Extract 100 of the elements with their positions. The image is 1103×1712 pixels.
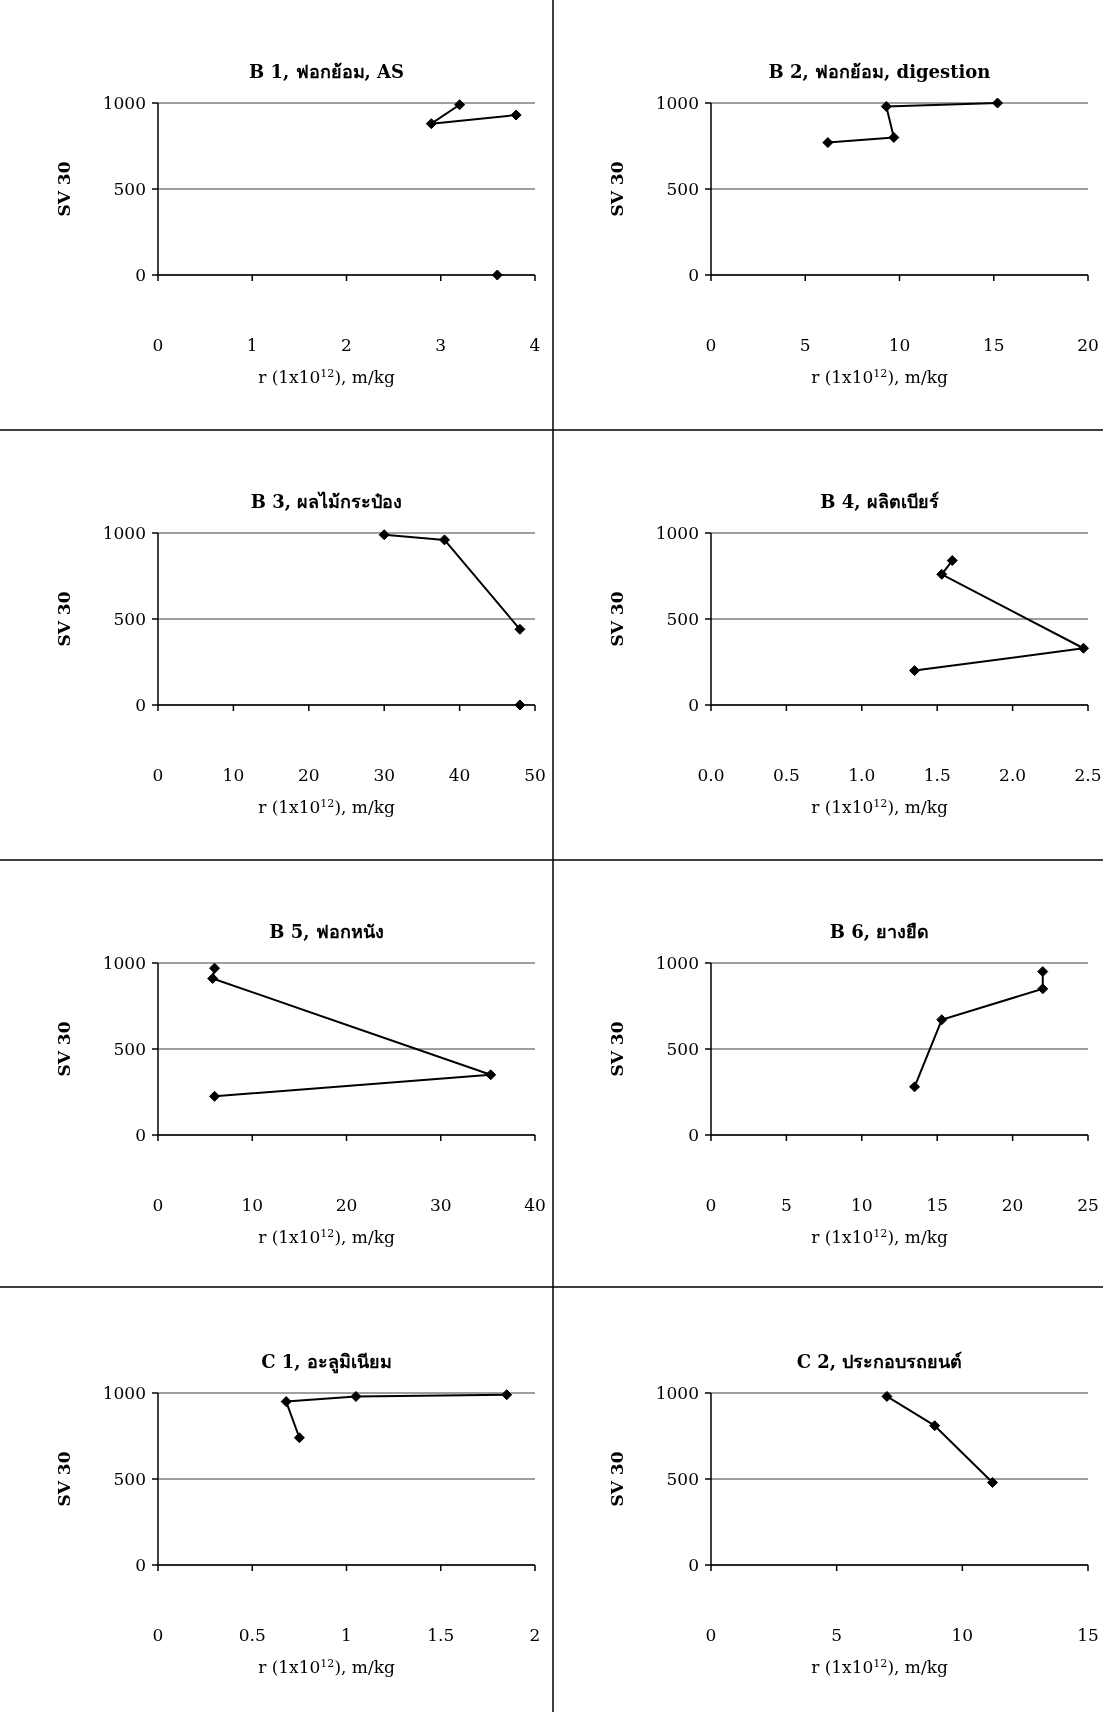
y-tick-label: 0 bbox=[688, 1125, 699, 1145]
point bbox=[439, 534, 451, 546]
y-tick-label: 0 bbox=[688, 1555, 699, 1575]
point bbox=[881, 1390, 893, 1402]
x-axis-title: r (1x10$^{12}$), m/kg bbox=[258, 366, 395, 387]
x-tick-label: 2.0 bbox=[999, 765, 1027, 785]
chart-title: C 1, อะลูมิเนียม bbox=[261, 1351, 392, 1374]
x-tick-label: 0 bbox=[152, 1195, 164, 1215]
x-tick-label: 0 bbox=[705, 1625, 717, 1645]
x-tick-label: 5 bbox=[831, 1625, 843, 1645]
y-tick-label: 500 bbox=[113, 609, 146, 629]
x-tick-label: 30 bbox=[373, 765, 396, 785]
point bbox=[209, 962, 221, 974]
chart-title: B 4, ผลิตเบียร์ bbox=[820, 491, 939, 512]
y-tick-label: 0 bbox=[688, 695, 699, 715]
y-tick-label: 500 bbox=[666, 1039, 699, 1059]
x-axis-title: r (1x10$^{12}$), m/kg bbox=[258, 1656, 395, 1677]
chart-title: B 3, ผลไม้กระป๋อง bbox=[250, 491, 403, 512]
x-tick-label: 10 bbox=[951, 1625, 974, 1645]
point bbox=[501, 1389, 513, 1401]
point bbox=[510, 109, 522, 121]
x-tick-label: 0 bbox=[705, 335, 717, 355]
point bbox=[986, 1476, 998, 1488]
point bbox=[880, 100, 892, 112]
point bbox=[822, 137, 834, 149]
x-axis-title: r (1x10$^{12}$), m/kg bbox=[258, 796, 395, 817]
y-axis-title: SV 30 bbox=[607, 591, 627, 647]
x-axis-title: r (1x10$^{12}$), m/kg bbox=[811, 1226, 948, 1247]
point bbox=[350, 1390, 362, 1402]
y-tick-label: 0 bbox=[688, 265, 699, 285]
x-axis-title: r (1x10$^{12}$), m/kg bbox=[811, 366, 948, 387]
x-tick-label: 3 bbox=[435, 335, 447, 355]
point bbox=[992, 97, 1004, 109]
y-axis-title: SV 30 bbox=[607, 1451, 627, 1507]
y-tick-label: 500 bbox=[113, 179, 146, 199]
x-tick-label: 50 bbox=[524, 765, 546, 785]
y-tick-label: 1000 bbox=[102, 93, 146, 113]
x-tick-label: 1 bbox=[341, 1625, 352, 1645]
y-axis-title: SV 30 bbox=[607, 1021, 627, 1077]
x-tick-label: 40 bbox=[524, 1195, 546, 1215]
x-tick-label: 4 bbox=[529, 335, 541, 355]
point bbox=[909, 1081, 921, 1093]
chart-title: C 2, ประกอบรถยนต์ bbox=[796, 1351, 963, 1372]
x-tick-label: 0 bbox=[152, 765, 164, 785]
x-tick-label: 0.0 bbox=[697, 765, 725, 785]
y-axis-title: SV 30 bbox=[54, 161, 74, 217]
y-axis-title: SV 30 bbox=[54, 591, 74, 647]
point bbox=[209, 1090, 221, 1102]
point bbox=[485, 1069, 497, 1081]
x-axis-title: r (1x10$^{12}$), m/kg bbox=[811, 796, 948, 817]
x-tick-label: 15 bbox=[926, 1195, 949, 1215]
y-tick-label: 0 bbox=[135, 1555, 146, 1575]
point bbox=[888, 131, 900, 143]
x-tick-label: 2 bbox=[341, 335, 352, 355]
chart-title: B 1, ฟอกย้อม, AS bbox=[248, 61, 405, 82]
point bbox=[1037, 983, 1049, 995]
x-axis-title: r (1x10$^{12}$), m/kg bbox=[258, 1226, 395, 1247]
y-axis-title: SV 30 bbox=[607, 161, 627, 217]
x-tick-label: 10 bbox=[888, 335, 911, 355]
x-tick-label: 1 bbox=[246, 335, 258, 355]
x-tick-label: 5 bbox=[799, 335, 811, 355]
point bbox=[936, 568, 948, 580]
y-tick-label: 500 bbox=[666, 179, 699, 199]
point bbox=[293, 1432, 305, 1444]
x-tick-label: 15 bbox=[1077, 1625, 1099, 1645]
point bbox=[936, 1014, 948, 1026]
point bbox=[1037, 966, 1049, 978]
x-tick-label: 0 bbox=[152, 335, 164, 355]
x-tick-label: 10 bbox=[850, 1195, 873, 1215]
point bbox=[946, 555, 958, 567]
x-tick-label: 0.5 bbox=[238, 1625, 266, 1645]
y-tick-label: 1000 bbox=[102, 1383, 146, 1403]
x-tick-label: 1.5 bbox=[923, 765, 951, 785]
point bbox=[909, 665, 921, 677]
point bbox=[514, 699, 526, 711]
point bbox=[491, 269, 503, 281]
x-tick-label: 20 bbox=[1077, 335, 1099, 355]
point bbox=[514, 623, 526, 635]
chart-title: B 6, ยางยืด bbox=[829, 921, 930, 942]
y-tick-label: 500 bbox=[113, 1039, 146, 1059]
point bbox=[929, 1420, 941, 1432]
point bbox=[1077, 642, 1089, 654]
point bbox=[207, 972, 219, 984]
x-tick-label: 10 bbox=[241, 1195, 264, 1215]
x-tick-label: 2.5 bbox=[1074, 765, 1102, 785]
x-tick-label: 20 bbox=[1001, 1195, 1024, 1215]
y-axis-title: SV 30 bbox=[54, 1021, 74, 1077]
x-tick-label: 1.0 bbox=[848, 765, 876, 785]
y-tick-label: 1000 bbox=[102, 953, 146, 973]
y-tick-label: 1000 bbox=[102, 523, 146, 543]
y-tick-label: 0 bbox=[135, 695, 146, 715]
x-tick-label: 10 bbox=[222, 765, 245, 785]
x-tick-label: 2 bbox=[529, 1625, 541, 1645]
x-axis-title: r (1x10$^{12}$), m/kg bbox=[811, 1656, 948, 1677]
x-tick-label: 0 bbox=[152, 1625, 164, 1645]
y-tick-label: 500 bbox=[666, 609, 699, 629]
x-tick-label: 1.5 bbox=[427, 1625, 455, 1645]
y-tick-label: 500 bbox=[666, 1469, 699, 1489]
x-tick-label: 15 bbox=[982, 335, 1005, 355]
y-axis-title: SV 30 bbox=[54, 1451, 74, 1507]
